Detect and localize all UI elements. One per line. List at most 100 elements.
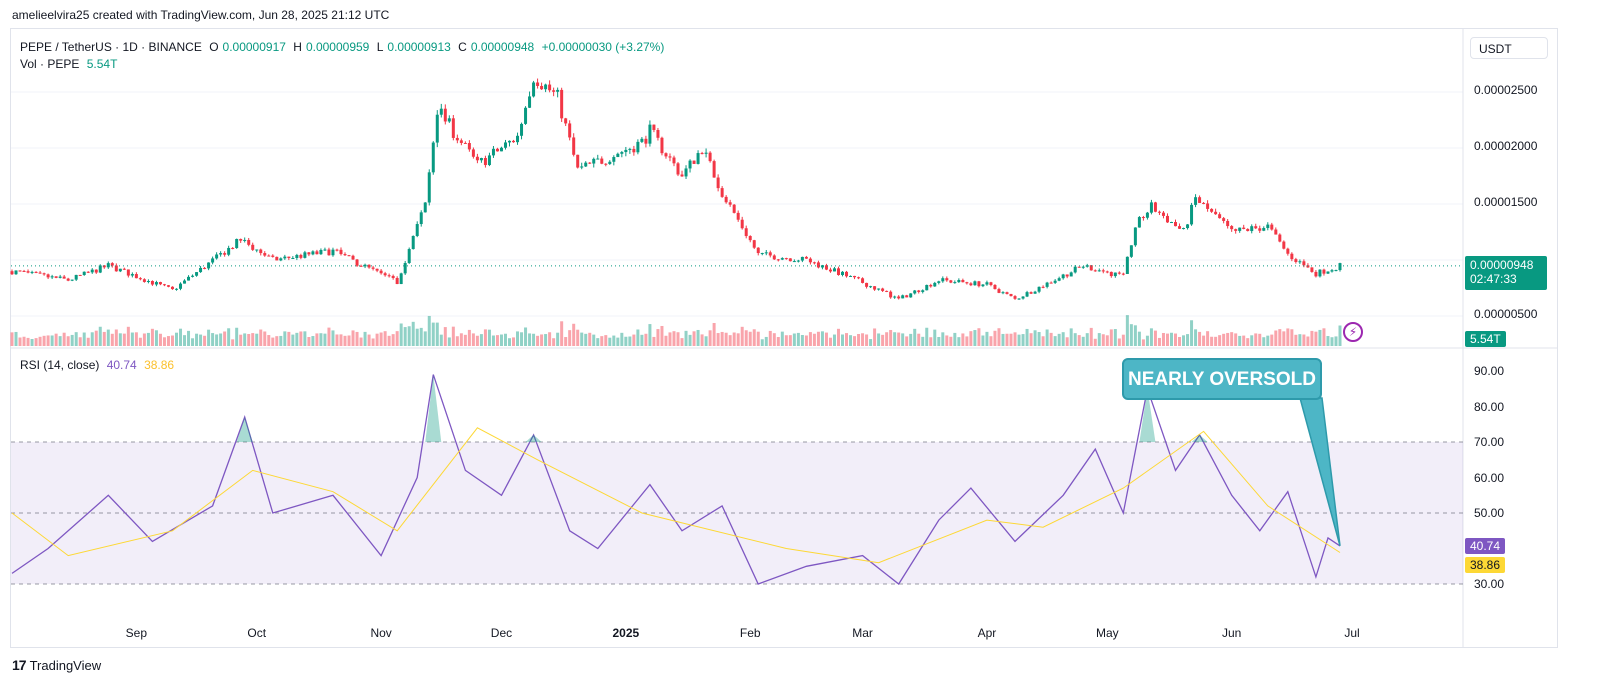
volume-bar <box>1330 337 1334 346</box>
volume-bar <box>861 333 865 346</box>
volume-bar <box>664 335 668 346</box>
candle-body <box>347 255 351 257</box>
candle-body <box>391 275 395 279</box>
candle-body <box>808 258 812 263</box>
volume-bar <box>1117 338 1121 346</box>
candle-body <box>901 295 905 299</box>
volume-bar <box>287 331 291 346</box>
candle-body <box>588 162 592 164</box>
volume-bar <box>415 328 419 346</box>
volume-bar <box>616 337 620 346</box>
candle-body <box>375 268 379 271</box>
candle-body <box>632 148 636 153</box>
tradingview-logo[interactable]: 17 TradingView <box>12 657 101 673</box>
volume-bar <box>142 333 146 346</box>
candle-body <box>792 261 796 263</box>
candle-body <box>1262 228 1266 231</box>
volume-bar <box>1198 331 1202 346</box>
volume-bar <box>263 331 267 346</box>
candle-body <box>187 276 191 281</box>
candle-body <box>179 283 183 289</box>
volume-bar <box>30 338 34 346</box>
candle-body <box>1049 282 1053 284</box>
volume-bar <box>1029 333 1033 346</box>
candle-body <box>1242 227 1246 229</box>
candle-body <box>387 275 391 277</box>
candle-body <box>471 149 475 157</box>
volume-bar <box>54 333 58 346</box>
candle-body <box>1266 224 1270 229</box>
volume-bar <box>636 329 640 346</box>
candle-body <box>969 283 973 286</box>
candle-body <box>981 284 985 287</box>
volume-bar <box>1266 335 1270 346</box>
candle-body <box>1310 267 1314 272</box>
candle-body <box>275 256 279 261</box>
candle-body <box>696 153 700 164</box>
candle-body <box>78 274 82 276</box>
candle-body <box>1214 211 1218 215</box>
volume-bar <box>166 336 170 346</box>
candle-body <box>1230 226 1234 230</box>
candle-body <box>832 268 836 272</box>
candle-body <box>166 285 170 287</box>
candle-body <box>1210 208 1214 212</box>
candle-body <box>1169 222 1173 224</box>
volume-bar <box>640 334 644 346</box>
volume-bar <box>355 331 359 346</box>
volume-bar <box>672 331 676 346</box>
volume-bar <box>845 333 849 346</box>
candle-body <box>1330 270 1334 272</box>
candle-body <box>447 118 451 122</box>
currency-button[interactable]: USDT <box>1470 37 1548 59</box>
volume-bar <box>1290 329 1294 346</box>
symbol-title[interactable]: PEPE / TetherUS · 1D · BINANCE <box>20 40 202 54</box>
candle-body <box>1238 227 1242 231</box>
volume-bar <box>46 335 50 346</box>
candle-body <box>455 137 459 141</box>
candle-body <box>764 252 768 254</box>
candle-body <box>728 202 732 205</box>
rsi-legend-value: 40.74 <box>106 358 137 372</box>
candle-body <box>1282 241 1286 249</box>
volume-bar <box>772 333 776 346</box>
candle-body <box>708 152 712 162</box>
volume-bar <box>548 332 552 346</box>
tradingview-logo-icon: 17 <box>12 657 27 673</box>
candle-body <box>524 107 528 124</box>
lightning-icon[interactable]: ⚡ <box>1343 322 1363 342</box>
candle-body <box>997 289 1001 293</box>
volume-bar <box>857 333 861 346</box>
volume-bar <box>624 336 628 346</box>
time-axis-label: Sep <box>125 626 148 640</box>
candle-body <box>648 124 652 144</box>
candle-body <box>22 270 26 272</box>
candle-body <box>379 270 383 274</box>
volume-bar <box>82 332 86 346</box>
chart-frame[interactable] <box>10 28 1558 648</box>
time-axis-label: Nov <box>370 626 392 640</box>
time-axis-label: 2025 <box>612 626 640 640</box>
volume-bar <box>1258 333 1262 346</box>
volume-bar <box>1157 337 1161 346</box>
volume-bar <box>889 329 893 346</box>
volume-bar <box>536 335 540 346</box>
candle-body <box>383 273 387 276</box>
volume-bar <box>1234 333 1238 346</box>
volume-bar <box>1214 336 1218 346</box>
volume-bar <box>102 331 106 346</box>
volume-bar <box>243 333 247 346</box>
volume-bar <box>1186 334 1190 346</box>
volume-bar <box>351 330 355 346</box>
candle-body <box>463 142 467 144</box>
volume-label[interactable]: Vol · PEPE <box>20 57 80 71</box>
candle-body <box>816 262 820 268</box>
volume-bar <box>295 332 299 346</box>
candle-body <box>18 270 22 272</box>
volume-bar <box>503 333 507 346</box>
candle-body <box>1033 291 1037 294</box>
candle-body <box>584 162 588 167</box>
candle-body <box>977 281 981 287</box>
rsi-label[interactable]: RSI (14, close) <box>20 358 100 372</box>
